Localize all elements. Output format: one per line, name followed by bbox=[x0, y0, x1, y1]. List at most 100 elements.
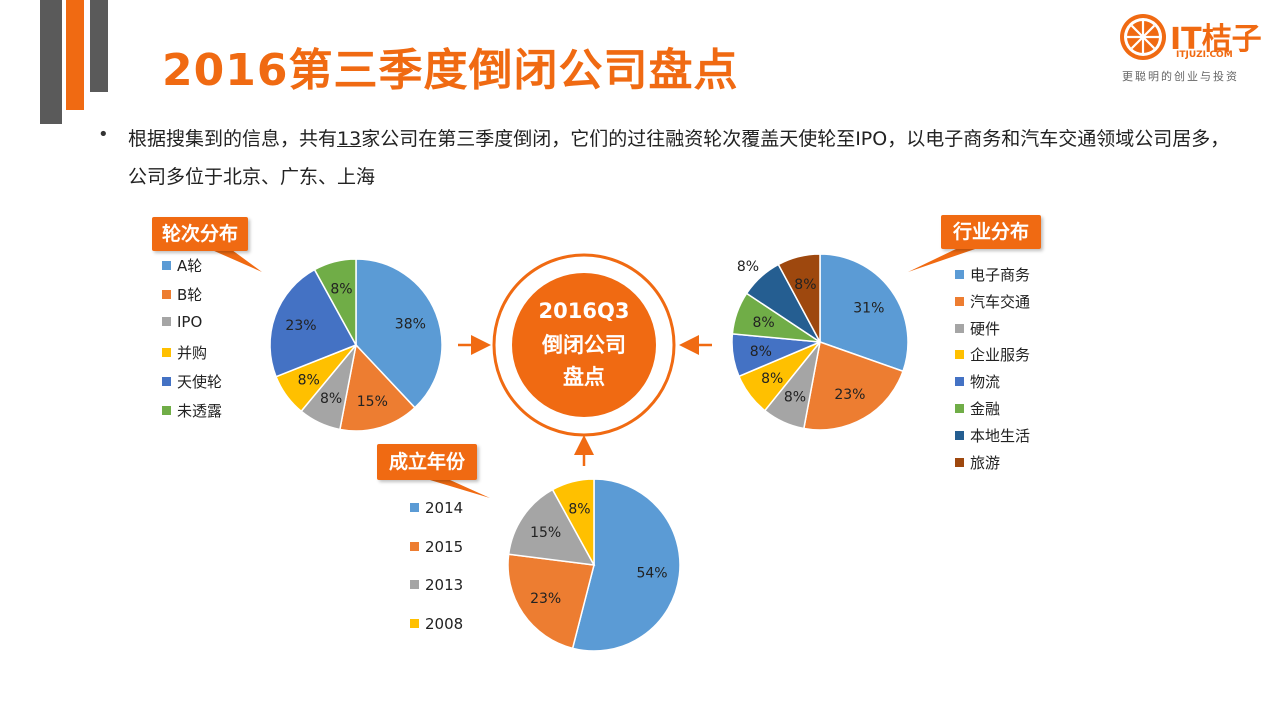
legend-swatch bbox=[955, 323, 964, 333]
pie-industry: 31%23%8%8%8%8%8%8% bbox=[731, 253, 909, 431]
pie-slice-汽车交通 bbox=[802, 341, 904, 431]
center-disc bbox=[512, 273, 656, 417]
legend-item-2015: 2015 bbox=[410, 538, 463, 556]
legend-swatch bbox=[955, 404, 964, 413]
pie-slice-B轮 bbox=[339, 343, 416, 432]
legend-swatch bbox=[162, 261, 171, 270]
pie-label-2013: 15% bbox=[530, 525, 561, 541]
legend-swatch bbox=[955, 457, 964, 467]
pie-label-2015: 23% bbox=[530, 591, 561, 607]
legend-label: A轮 bbox=[177, 257, 203, 275]
legend-label: 电子商务 bbox=[970, 266, 1031, 284]
legend-item-电子商务: 电子商务 bbox=[955, 264, 1030, 285]
legend-swatch bbox=[955, 430, 964, 440]
pie-slice-2014 bbox=[571, 478, 681, 652]
legend-swatch bbox=[410, 618, 419, 628]
logo-url: ITJUZI.COM bbox=[1176, 50, 1233, 60]
legend-item-2014: 2014 bbox=[410, 499, 463, 517]
callout-tail-rounds bbox=[212, 250, 262, 272]
legend-item-A轮: A轮 bbox=[162, 255, 202, 276]
pie-label-电子商务: 31% bbox=[853, 300, 884, 316]
legend-label: 物流 bbox=[970, 373, 1001, 392]
legend-item-B轮: B轮 bbox=[162, 284, 202, 305]
callout-rounds: 轮次分布 bbox=[152, 217, 248, 251]
center-line-1: 2016Q3 bbox=[539, 299, 630, 323]
logo-text: IT桔子 bbox=[1170, 22, 1262, 57]
legend-item-金融: 金融 bbox=[955, 398, 1000, 419]
legend-label: 2014 bbox=[425, 499, 464, 517]
legend-label: B轮 bbox=[177, 286, 203, 304]
legend-item-汽车交通: 汽车交通 bbox=[955, 291, 1030, 312]
legend-item-天使轮: 天使轮 bbox=[162, 371, 222, 392]
legend-swatch bbox=[162, 406, 171, 415]
center-line-2: 倒闭公司 bbox=[541, 333, 626, 357]
legend-item-并购: 并购 bbox=[162, 342, 207, 363]
pie-label-企业服务: 8% bbox=[761, 371, 783, 387]
pie-label-汽车交通: 23% bbox=[834, 387, 865, 403]
intro-text-after: 家公司在第三季度倒闭，它们的过往融资轮次覆盖天使轮至IPO，以电子商务和汽车交通… bbox=[128, 128, 1230, 188]
legend-label: 2015 bbox=[425, 537, 464, 556]
pie-label-天使轮: 23% bbox=[285, 318, 316, 334]
legend-label: 硬件 bbox=[970, 319, 1001, 338]
pie-label-未透露: 8% bbox=[330, 281, 352, 297]
legend-swatch bbox=[955, 350, 964, 360]
legend-label: 金融 bbox=[970, 400, 1001, 418]
legend-item-物流: 物流 bbox=[955, 371, 1000, 392]
legend-swatch bbox=[410, 503, 419, 512]
decor-bar-dark-1 bbox=[40, 0, 62, 124]
pie-label-A轮: 38% bbox=[395, 316, 426, 332]
pie-rounds: 38%15%8%8%23%8% bbox=[269, 258, 443, 432]
intro-text-before: 根据搜集到的信息，共有 bbox=[128, 128, 338, 150]
pie-label-本地生活: 8% bbox=[737, 259, 759, 275]
legend-item-未透露: 未透露 bbox=[162, 400, 222, 421]
orange-slice-icon bbox=[1120, 14, 1166, 60]
legend-swatch bbox=[955, 377, 964, 387]
legend-swatch bbox=[162, 290, 171, 299]
pie-slice-天使轮 bbox=[269, 268, 358, 378]
legend-item-硬件: 硬件 bbox=[955, 318, 1000, 339]
legend-item-旅游: 旅游 bbox=[955, 452, 1000, 473]
legend-label: 并购 bbox=[177, 344, 208, 362]
legend-item-2008: 2008 bbox=[410, 615, 463, 633]
pie-label-IPO: 8% bbox=[320, 391, 342, 407]
legend-item-本地生活: 本地生活 bbox=[955, 425, 1030, 446]
pie-label-2008: 8% bbox=[568, 501, 590, 517]
center-line-3: 盘点 bbox=[563, 365, 605, 389]
legend-swatch bbox=[955, 270, 964, 279]
legend-item-企业服务: 企业服务 bbox=[955, 344, 1030, 365]
legend-swatch bbox=[410, 541, 419, 551]
callout-years: 成立年份 bbox=[377, 444, 477, 480]
legend-item-2013: 2013 bbox=[410, 576, 463, 594]
legend-label: 汽车交通 bbox=[970, 292, 1031, 311]
legend-swatch bbox=[410, 580, 419, 589]
pie-label-B轮: 15% bbox=[357, 394, 388, 410]
legend-label: 本地生活 bbox=[970, 426, 1031, 445]
pie-slice-2015 bbox=[507, 553, 595, 650]
legend-label: 企业服务 bbox=[970, 346, 1031, 365]
intro-count: 13 bbox=[337, 128, 362, 150]
legend-item-IPO: IPO bbox=[162, 313, 202, 331]
legend-label: 2008 bbox=[425, 614, 464, 633]
legend-label: 2013 bbox=[425, 576, 464, 594]
legend-label: 未透露 bbox=[177, 402, 223, 420]
legend-label: IPO bbox=[177, 313, 203, 331]
decor-bar-orange bbox=[66, 0, 84, 110]
pie-slice-电子商务 bbox=[819, 253, 909, 373]
legend-swatch bbox=[162, 348, 171, 357]
itjuzi-logo: IT桔子 ITJUZI.COM 更聪明的创业与投资 bbox=[1118, 12, 1262, 90]
callout-industry: 行业分布 bbox=[941, 215, 1041, 249]
pie-label-硬件: 8% bbox=[784, 389, 806, 405]
pie-slice-未透露 bbox=[313, 258, 357, 346]
pie-slice-2008 bbox=[551, 478, 595, 566]
intro-paragraph: 根据搜集到的信息，共有13家公司在第三季度倒闭，它们的过往融资轮次覆盖天使轮至I… bbox=[128, 120, 1238, 196]
pie-label-并购: 8% bbox=[298, 372, 320, 388]
decor-bar-dark-2 bbox=[90, 0, 108, 92]
bullet-marker: • bbox=[98, 124, 109, 145]
center-ring: 2016Q3 倒闭公司 盘点 bbox=[492, 253, 676, 437]
legend-swatch bbox=[162, 317, 171, 326]
page-title: 2016第三季度倒闭公司盘点 bbox=[162, 45, 739, 96]
pie-label-金融: 8% bbox=[752, 315, 774, 331]
pie-slice-2013 bbox=[507, 488, 596, 566]
callout-tail-years bbox=[430, 480, 490, 498]
